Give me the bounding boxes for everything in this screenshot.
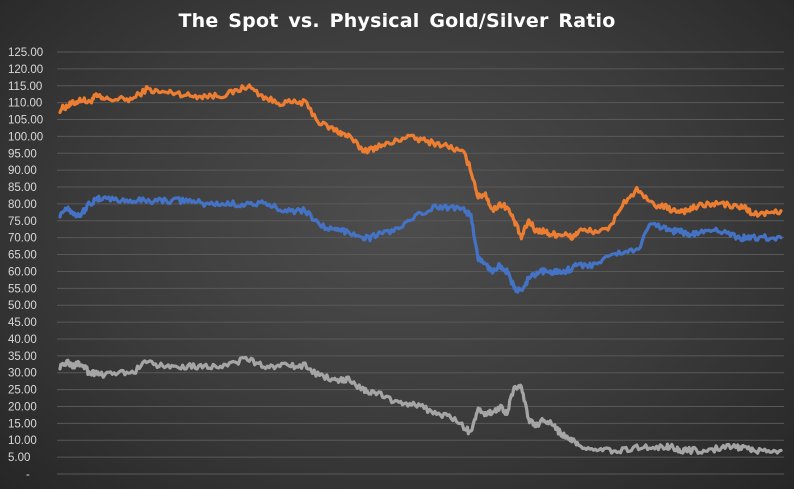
y-tick-label: 20.00: [8, 401, 37, 413]
y-tick-label: -: [26, 469, 30, 481]
y-tick-label: 100.00: [8, 131, 43, 143]
y-tick-label: 80.00: [8, 199, 37, 211]
y-tick-label: 10.00: [8, 435, 37, 447]
y-tick-label: 60.00: [8, 266, 37, 278]
series-line-3: [58, 355, 783, 455]
series-line-2: [58, 194, 783, 294]
y-tick-label: 105.00: [8, 115, 43, 127]
series-line-1: [58, 83, 783, 241]
y-tick-label: 70.00: [8, 233, 37, 245]
y-tick-label: 115.00: [8, 81, 42, 93]
y-tick-label: 110.00: [8, 98, 42, 110]
y-tick-label: 40.00: [8, 334, 37, 346]
y-tick-label: 15.00: [8, 418, 37, 430]
y-tick-label: 95.00: [8, 148, 37, 160]
y-tick-label: 75.00: [8, 216, 37, 228]
y-tick-label: 50.00: [8, 300, 37, 312]
y-tick-label: 30.00: [8, 368, 37, 380]
y-tick-label: 90.00: [8, 165, 37, 177]
chart-title: The Spot vs. Physical Gold/Silver Ratio: [178, 10, 616, 32]
y-tick-label: 5.00: [8, 452, 30, 464]
y-tick-label: 120.00: [8, 64, 43, 76]
y-tick-label: 55.00: [8, 283, 37, 295]
y-tick-label: 65.00: [8, 250, 37, 262]
y-tick-label: 125.00: [8, 47, 43, 59]
y-tick-label: 45.00: [8, 317, 37, 329]
y-tick-label: 85.00: [8, 182, 37, 194]
y-tick-label: 35.00: [8, 351, 37, 363]
y-tick-label: 25.00: [8, 385, 37, 397]
